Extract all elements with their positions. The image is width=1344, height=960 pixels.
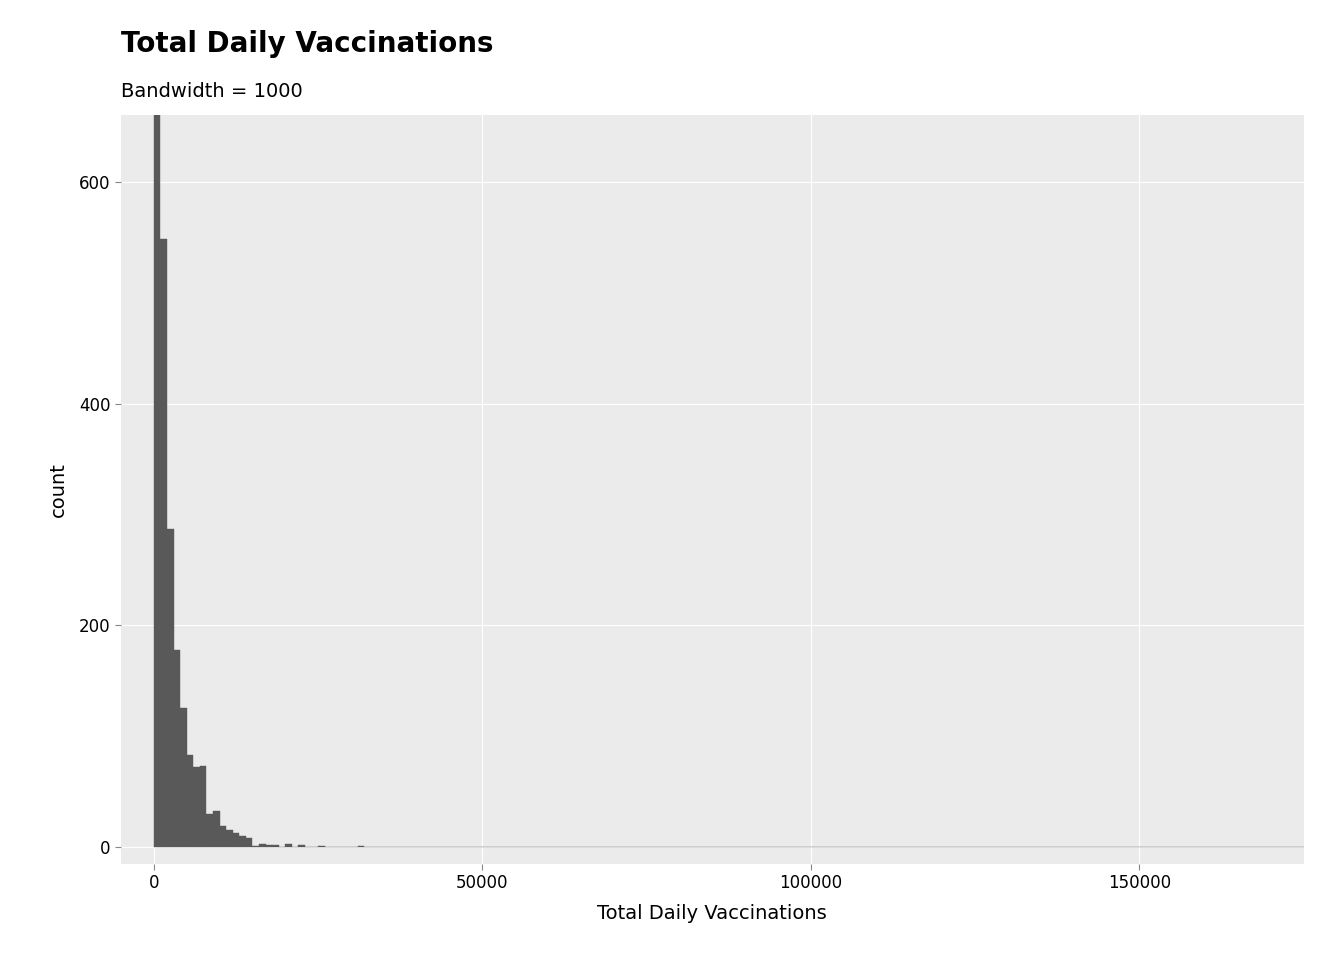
Bar: [266, 845, 271, 848]
Bar: [167, 529, 173, 848]
Bar: [319, 847, 325, 848]
Bar: [259, 844, 266, 848]
Bar: [180, 708, 187, 848]
Bar: [200, 766, 207, 848]
Text: Bandwidth = 1000: Bandwidth = 1000: [121, 82, 302, 101]
Bar: [173, 650, 180, 848]
Y-axis label: count: count: [48, 462, 67, 517]
Bar: [253, 847, 259, 848]
X-axis label: Total Daily Vaccinations: Total Daily Vaccinations: [598, 903, 827, 923]
Bar: [160, 239, 167, 848]
Bar: [233, 833, 239, 848]
Bar: [358, 847, 364, 848]
Text: Total Daily Vaccinations: Total Daily Vaccinations: [121, 30, 493, 58]
Bar: [194, 767, 200, 848]
Bar: [226, 829, 233, 848]
Bar: [298, 845, 305, 848]
Bar: [246, 838, 253, 848]
Bar: [239, 836, 246, 848]
Bar: [219, 827, 226, 848]
Bar: [187, 756, 194, 848]
Bar: [285, 844, 292, 848]
Bar: [153, 0, 160, 848]
Bar: [207, 814, 212, 848]
Bar: [271, 845, 278, 848]
Bar: [212, 811, 219, 848]
